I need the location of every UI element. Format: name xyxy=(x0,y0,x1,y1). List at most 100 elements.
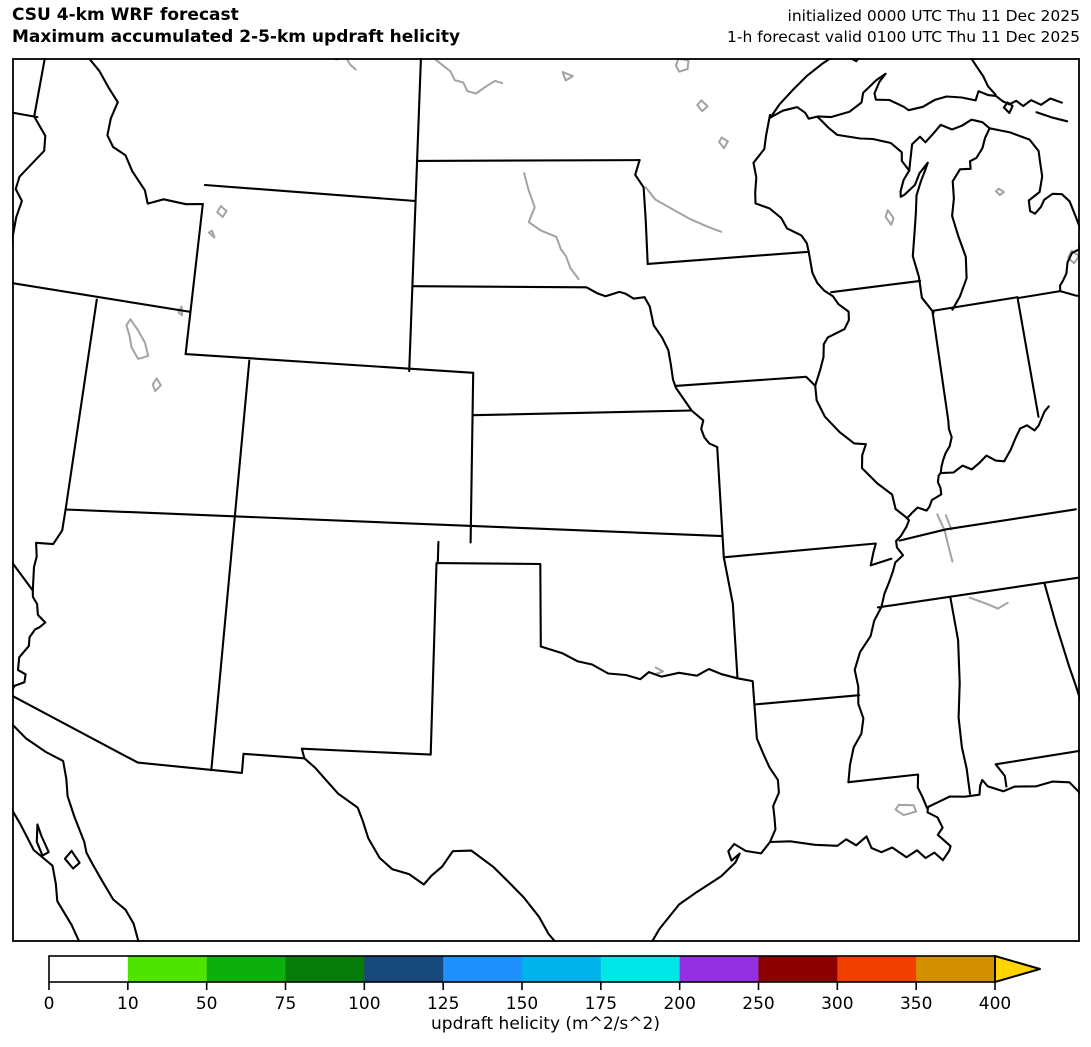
colorbar-segment xyxy=(837,956,917,982)
border-ca-nv xyxy=(12,560,34,592)
forecast-map xyxy=(12,58,1080,942)
water-lake-barkley xyxy=(944,514,953,531)
colorbar-segment xyxy=(916,956,996,982)
colorbar-tick-label: 150 xyxy=(506,994,538,1013)
colorbar-segment xyxy=(758,956,838,982)
colorbar-tick-label: 100 xyxy=(348,994,380,1013)
colorbar-tick-label: 200 xyxy=(663,994,695,1013)
lake-erie-south-shore xyxy=(1059,290,1080,298)
border-mn-ia xyxy=(646,250,810,265)
border-mo-west xyxy=(716,446,739,680)
texas-coast xyxy=(650,840,772,942)
border-ms-al xyxy=(949,597,972,795)
colorbar-tick-label: 75 xyxy=(275,994,297,1013)
border-al-ga xyxy=(1043,582,1080,703)
mexico-border xyxy=(12,684,557,942)
colorbar-segment xyxy=(49,956,129,982)
border-mo-river-ne-ia xyxy=(648,305,693,412)
colorbar-tick-label: 250 xyxy=(742,994,774,1013)
lake-superior-north-shore xyxy=(769,58,833,119)
water-minnesota-river xyxy=(644,186,723,233)
isle-royale xyxy=(848,58,861,63)
colorbar-tick-label: 50 xyxy=(196,994,218,1013)
colorbar-segment xyxy=(206,956,287,982)
border-42n xyxy=(12,282,192,313)
border-ia-mo xyxy=(674,375,817,387)
colorbar-tick-label: 10 xyxy=(117,994,139,1013)
border-nv-az-colorado-river xyxy=(31,508,67,592)
gulf-coast-la-ms-fl xyxy=(768,778,1080,862)
lake-michigan-west-shore xyxy=(899,161,935,314)
baja-east-coast xyxy=(12,807,81,942)
border-mi-oh xyxy=(1016,290,1062,300)
ohio-river-west xyxy=(905,472,943,520)
border-tx-nm-west xyxy=(300,561,438,760)
colorbar-segment xyxy=(127,956,208,982)
water-utah-lake xyxy=(151,377,162,392)
water-great-salt-lake xyxy=(125,318,150,360)
colorbar-tick-label: 175 xyxy=(585,994,617,1013)
map-frame xyxy=(12,58,1080,942)
colorbar-segment xyxy=(600,956,681,982)
border-sd-ne xyxy=(411,285,651,308)
water-fort-peck-lake xyxy=(332,58,357,71)
border-la-ms-pearl xyxy=(847,773,929,810)
border-wi-il xyxy=(830,279,922,294)
water-lake-winnebago xyxy=(884,209,895,226)
colorbar-segment xyxy=(522,956,602,982)
water-lake-texoma xyxy=(654,666,664,675)
border-az-nm xyxy=(210,528,235,772)
init-time: initialized 0000 UTC Thu 11 Dec 2025 xyxy=(787,7,1080,25)
colorbar-extend-arrow xyxy=(994,955,1041,983)
border-ok-tx-panhandle xyxy=(436,562,542,648)
water-kentucky-lake xyxy=(936,513,954,563)
colorbar-tick-label: 400 xyxy=(979,994,1011,1013)
border-ut-co xyxy=(232,359,251,531)
colorbar-segment xyxy=(364,956,444,982)
forecast-times: initialized 0000 UTC Thu 11 Dec 2025 1-h… xyxy=(727,6,1080,48)
colorbar-tick-label: 125 xyxy=(427,994,459,1013)
lake-superior-south-shore xyxy=(769,72,1004,120)
border-ca-az-colorado-river xyxy=(13,589,47,687)
water-lake-pontchartrain xyxy=(894,803,918,817)
water-yellowstone-lake xyxy=(216,205,228,218)
colorbar-segment xyxy=(285,956,365,982)
border-tx-ar-la xyxy=(736,677,780,844)
border-in-oh xyxy=(1016,298,1040,418)
border-nv-ut xyxy=(64,298,98,511)
water-leech-lake xyxy=(696,99,709,113)
water-devils-lake xyxy=(561,71,574,82)
water-lake-st-clair xyxy=(1067,249,1080,265)
ohio-river-in-ky xyxy=(939,405,1050,475)
water-jackson-lake xyxy=(207,229,216,239)
water-lake-sakakawea xyxy=(432,58,504,95)
border-in-mi xyxy=(931,296,1019,312)
water-missouri-river-sd xyxy=(523,172,580,280)
sonora-coast xyxy=(12,722,140,942)
water-mille-lacs-lake xyxy=(718,136,729,150)
colorbar: 0 10 50 75 100 125 150 175 200 250 300 350 400 xyxy=(44,955,1041,1013)
water-wheeler-lake xyxy=(968,596,1009,610)
border-or-id-snake xyxy=(12,115,47,247)
border-id-mt xyxy=(87,58,204,206)
title-line-1: CSU 4-km WRF forecast xyxy=(12,5,239,25)
border-ar-la xyxy=(753,694,861,706)
border-mo-ar xyxy=(722,542,893,567)
border-nd-sd xyxy=(415,159,641,162)
border-ks-ne-40n xyxy=(471,409,693,417)
st-joseph-island xyxy=(1002,101,1014,115)
colorbar-segment xyxy=(679,956,760,982)
mississippi-river xyxy=(807,250,911,784)
valid-time: 1-h forecast valid 0100 UTC Thu 11 Dec 2… xyxy=(727,28,1080,46)
colorbar-segment xyxy=(443,956,523,982)
lake-huron-michigan-shore xyxy=(988,127,1080,293)
border-wa-or xyxy=(12,111,39,119)
border-il-in-wabash xyxy=(931,309,953,475)
colorbar-label: updraft helicity (m^2/s^2) xyxy=(431,1014,660,1034)
border-102w xyxy=(469,371,475,544)
border-ky-tn xyxy=(898,508,1077,542)
border-mn-wi xyxy=(752,113,810,253)
border-id-wy-ut xyxy=(184,203,204,356)
border-35n xyxy=(876,576,1080,609)
